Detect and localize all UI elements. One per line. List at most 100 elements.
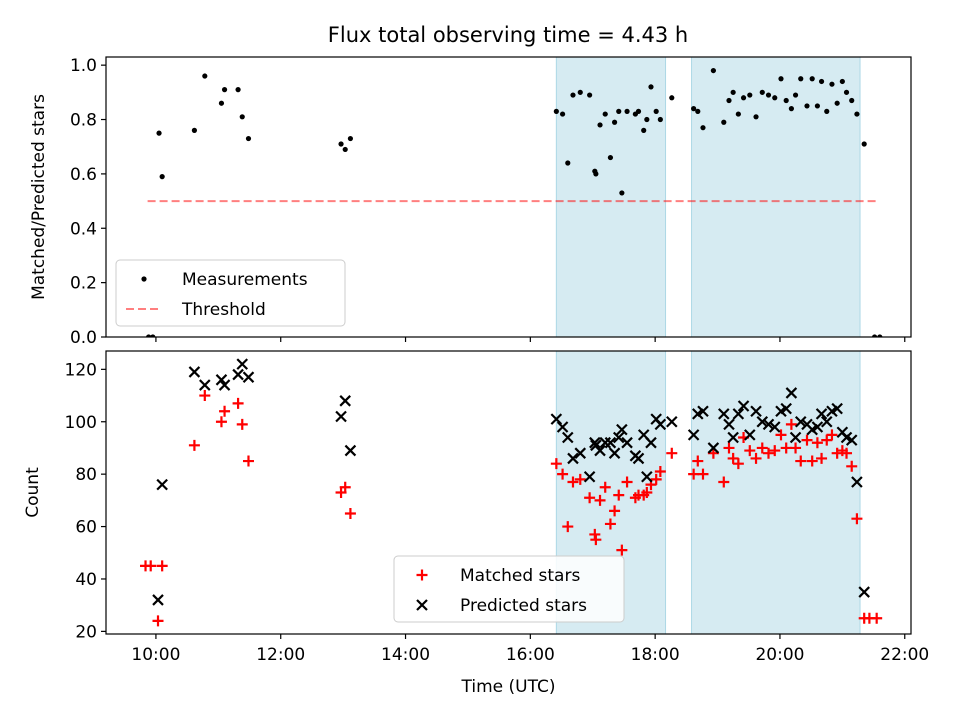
matched-stars-point <box>756 442 768 454</box>
legend-measurements-marker <box>141 276 147 282</box>
chart-title: Flux total observing time = 4.43 h <box>328 23 688 47</box>
y-tick-label: 120 <box>65 360 97 380</box>
matched-stars-point <box>232 397 244 409</box>
predicted-stars-point <box>762 418 775 431</box>
matched-stars-point <box>666 447 678 459</box>
plot-frame <box>105 56 912 338</box>
measurement-point <box>202 73 208 79</box>
matched-stars-point <box>718 476 730 488</box>
matched-stars-point <box>769 445 781 457</box>
y-tick-label: 100 <box>65 413 97 433</box>
measurement-point <box>159 174 165 180</box>
matched-stars-point <box>344 507 356 519</box>
predicted-stars-point <box>645 436 657 449</box>
predicted-stars-point <box>156 478 168 491</box>
legend-frame <box>115 259 346 327</box>
predicted-stars-point <box>785 387 798 399</box>
predicted-stars-point <box>750 405 762 418</box>
measurement-point <box>653 108 659 114</box>
plot-frame <box>105 350 912 635</box>
matched-stars-point <box>821 434 833 446</box>
predicted-stars-point <box>697 405 709 418</box>
matched-stars-point <box>780 442 792 454</box>
legend: Matched stars Predicted stars <box>393 555 625 623</box>
matched-stars-point <box>816 452 828 464</box>
matched-stars-point <box>557 468 569 480</box>
matched-stars-point <box>567 476 579 488</box>
matched-stars-point <box>156 560 168 572</box>
measurement-point <box>849 97 855 104</box>
predicted-stars-point <box>236 358 249 370</box>
predicted-stars-point <box>616 423 628 436</box>
measurement-point <box>829 81 835 87</box>
y-tick-label: 0.6 <box>70 165 97 185</box>
x-tick-label: 14:00 <box>381 645 430 665</box>
measurement-point <box>730 89 736 95</box>
measurement-point <box>788 106 794 112</box>
predicted-stars-point <box>820 415 833 428</box>
predicted-stars-point <box>562 431 574 444</box>
predicted-stars-point <box>188 366 201 378</box>
measurement-point <box>602 111 608 117</box>
matched-stars-point <box>692 455 704 467</box>
measurement-point <box>753 114 759 120</box>
predicted-stars-point <box>589 436 601 449</box>
matched-stars-point <box>219 405 231 417</box>
y-tick-label: 0.2 <box>70 274 97 294</box>
measurement-point <box>648 84 654 90</box>
x-tick-label: 16:00 <box>506 645 555 665</box>
predicted-stars-point <box>344 444 357 457</box>
predicted-stars-point <box>815 408 828 420</box>
matched-stars-point <box>188 439 200 451</box>
x-tick-label: 20:00 <box>755 645 804 665</box>
predicted-stars-point <box>831 402 843 415</box>
measurement-point <box>624 108 630 114</box>
predicted-stars-point <box>218 379 231 391</box>
matched-stars-point <box>790 442 802 454</box>
predicted-stars-point <box>687 429 700 441</box>
measurement-point <box>798 76 804 82</box>
matched-stars-point <box>650 473 662 485</box>
predicted-stars-point <box>152 594 164 606</box>
measurement-point <box>611 119 618 125</box>
predicted-stars-point <box>335 410 347 423</box>
legend-frame <box>393 555 625 623</box>
matched-stars-point <box>806 455 818 467</box>
y-axis-label: Count <box>23 467 43 518</box>
measurement-point <box>245 135 252 142</box>
predicted-stars-point <box>768 421 781 433</box>
predicted-stars-point <box>604 436 617 449</box>
measurement-point <box>657 116 663 123</box>
predicted-stars-point <box>567 452 579 465</box>
matched-stars-point <box>562 521 574 533</box>
measurement-point <box>218 100 225 106</box>
measurement-point <box>221 87 228 93</box>
bottom-plot: 20 40 60 80 100 120 10:00 12:00 14:00 16:00 18:00 2… <box>23 350 929 697</box>
predicted-stars-point <box>794 415 807 428</box>
predicted-stars-point <box>789 431 802 444</box>
measurement-point <box>824 108 830 114</box>
measurement-point <box>740 95 747 101</box>
y-tick-label: 0.4 <box>70 219 97 239</box>
matched-stars-point <box>750 452 762 464</box>
measurement-point <box>772 95 778 101</box>
matched-stars-point <box>732 458 744 470</box>
measurement-point <box>342 146 348 153</box>
matched-stars-point <box>851 513 863 525</box>
predicted-stars-point <box>574 447 587 459</box>
measurement-point <box>778 76 784 82</box>
matched-stars-point <box>242 455 254 467</box>
predicted-stars-point <box>641 471 653 483</box>
matched-stars-point <box>584 492 596 504</box>
matched-stars-point <box>707 447 719 459</box>
x-tick-label: 18:00 <box>631 645 680 665</box>
measurement-point <box>834 100 840 106</box>
observing-interval-band <box>691 351 861 634</box>
measurement-point <box>669 95 675 101</box>
observing-interval-band <box>691 57 861 337</box>
matched-stars-point <box>574 473 586 485</box>
y-tick-label: 1.0 <box>70 56 97 76</box>
x-tick-label: 22:00 <box>880 645 929 665</box>
matched-stars-point <box>811 437 823 449</box>
